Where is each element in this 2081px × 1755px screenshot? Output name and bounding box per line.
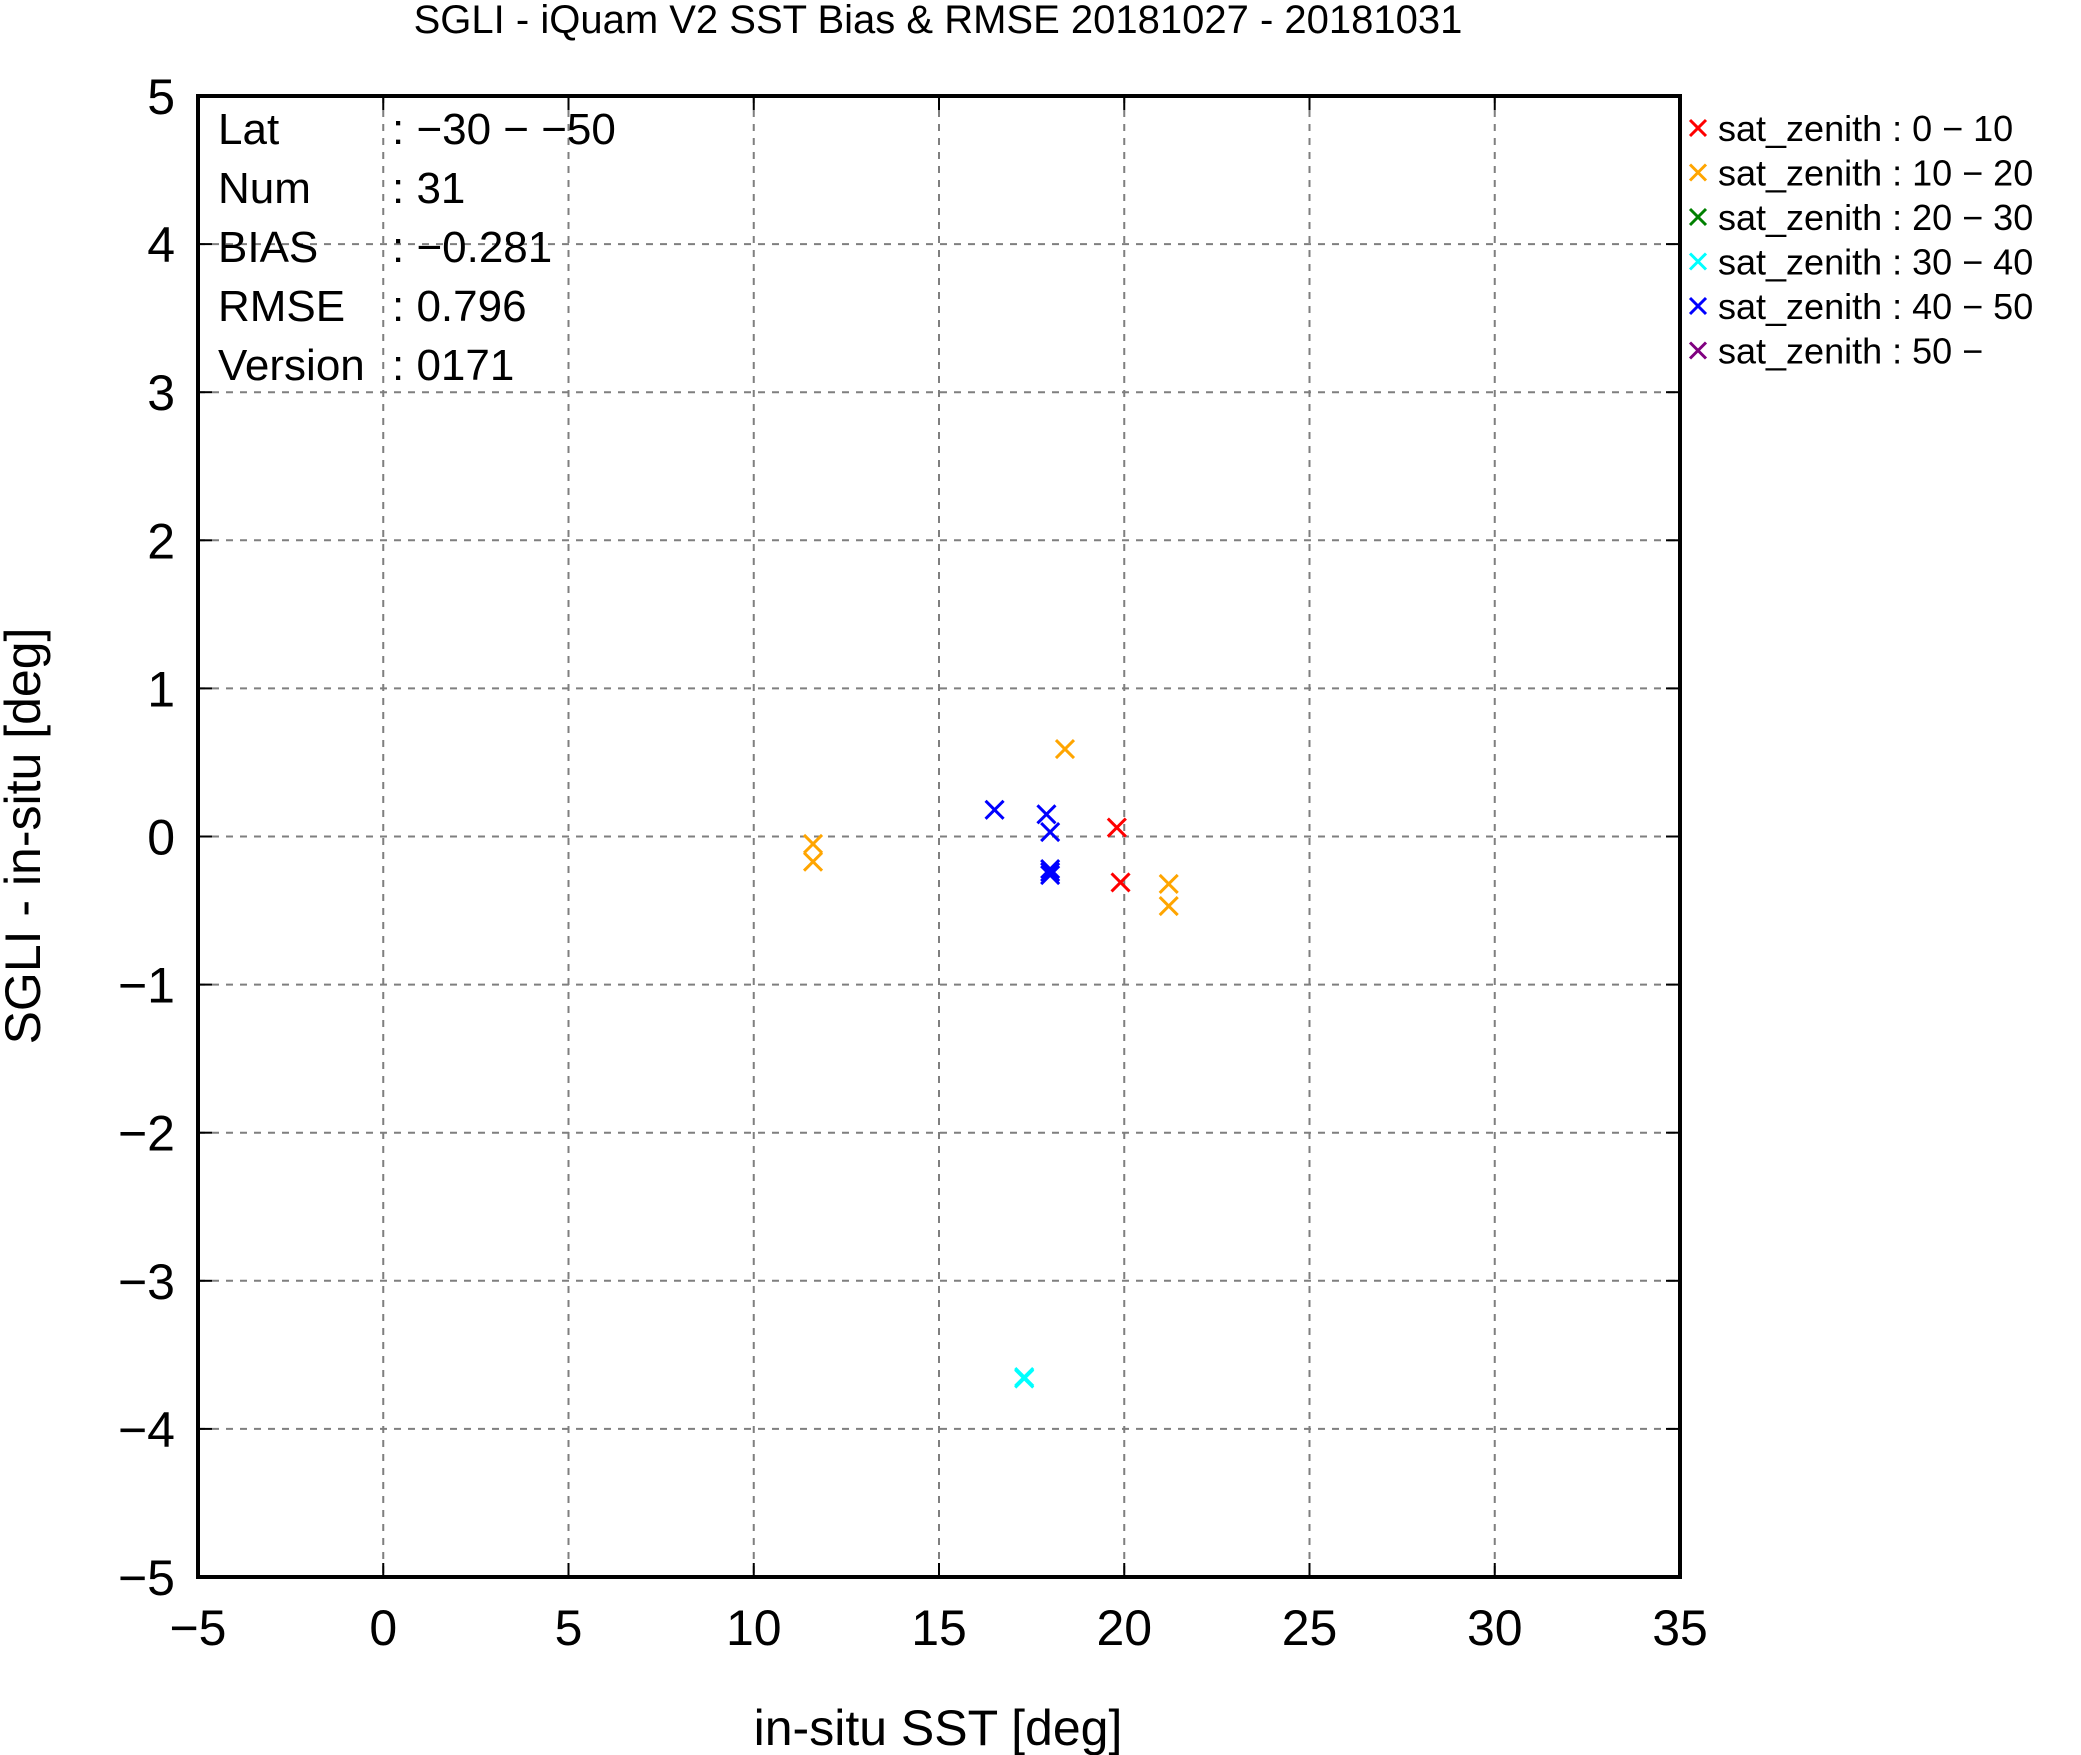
- y-tick-label: 1: [147, 661, 175, 717]
- marker-stroke: [1040, 859, 1061, 880]
- x-tick-label: 0: [369, 1600, 397, 1656]
- stats-label: Num: [218, 164, 311, 213]
- data-point: [1158, 873, 1179, 894]
- stats-label: BIAS: [218, 223, 318, 272]
- y-tick-label: 2: [147, 513, 175, 569]
- y-tick-label: −2: [118, 1106, 175, 1162]
- data-point: [1158, 896, 1179, 917]
- marker-stroke: [984, 799, 1005, 820]
- data-point: [802, 851, 824, 872]
- y-tick-label: 5: [147, 69, 175, 125]
- legend-label: sat_zenith : 20 − 30: [1718, 197, 2033, 238]
- chart-title: SGLI - iQuam V2 SST Bias & RMSE 20181027…: [414, 0, 1463, 42]
- legend-label: sat_zenith : 10 − 20: [1718, 153, 2033, 194]
- marker-stroke: [1040, 821, 1061, 843]
- data-point: [1040, 859, 1061, 880]
- data-point: [1106, 817, 1127, 838]
- data-point: [1014, 1368, 1035, 1389]
- stats-value: : −30 − −50: [392, 105, 616, 154]
- stats-value: : −0.281: [392, 223, 552, 272]
- data-point: [1110, 872, 1131, 893]
- y-tick-label: −5: [118, 1550, 175, 1606]
- y-tick-label: −1: [118, 958, 175, 1014]
- marker-stroke: [1014, 1368, 1035, 1389]
- marker-stroke: [1158, 873, 1179, 894]
- x-tick-label: 15: [911, 1600, 967, 1656]
- data-point: [802, 833, 824, 854]
- stats-label: Lat: [218, 105, 279, 154]
- marker-stroke: [1054, 739, 1076, 760]
- marker-stroke: [1040, 861, 1061, 883]
- marker-stroke: [1106, 817, 1127, 838]
- marker-stroke: [1158, 896, 1179, 917]
- x-tick-label: 10: [726, 1600, 782, 1656]
- legend-marker: [1688, 163, 1708, 182]
- stats-value: : 31: [392, 164, 465, 213]
- x-tick-label: 5: [555, 1600, 583, 1656]
- marker-stroke: [1040, 864, 1061, 886]
- data-point: [1040, 821, 1061, 843]
- legend-marker: [1688, 252, 1708, 271]
- data-point: [1054, 739, 1076, 760]
- legend-marker: [1688, 341, 1708, 360]
- marker-stroke: [1688, 296, 1708, 316]
- stats-value: : 0.796: [392, 282, 527, 331]
- marker-stroke: [802, 851, 824, 872]
- marker-stroke: [1110, 872, 1131, 893]
- x-tick-label: 30: [1467, 1600, 1523, 1656]
- legend-label: sat_zenith : 30 − 40: [1718, 242, 2033, 283]
- data-point: [984, 799, 1005, 820]
- stats-label: Version: [218, 341, 365, 390]
- data-points: [802, 739, 1179, 1389]
- y-tick-label: 4: [147, 217, 175, 273]
- x-tick-label: 20: [1096, 1600, 1152, 1656]
- legend-label: sat_zenith : 40 − 50: [1718, 286, 2033, 327]
- marker-stroke: [1036, 804, 1057, 825]
- y-tick-label: −3: [118, 1254, 175, 1310]
- legend-marker: [1688, 207, 1708, 227]
- legend-label: sat_zenith : 50 −: [1718, 331, 1983, 372]
- stats-value: : 0171: [392, 341, 514, 390]
- x-tick-label: 25: [1282, 1600, 1338, 1656]
- x-tick-label: −5: [169, 1600, 226, 1656]
- axis-ticks: −5 0 5 10 15 20 25 30 35 −5 −4 −3 −2 −1 0 1 2 3 4 5: [118, 69, 1708, 1656]
- marker-stroke: [1688, 341, 1708, 360]
- marker-stroke: [1688, 252, 1708, 271]
- data-point: [1036, 804, 1057, 825]
- legend-marker: [1688, 296, 1708, 316]
- marker-stroke: [802, 833, 824, 854]
- marker-stroke: [1688, 207, 1708, 227]
- y-axis-label: SGLI - in-situ [deg]: [0, 628, 51, 1045]
- y-tick-label: 3: [147, 365, 175, 421]
- y-tick-label: 0: [147, 810, 175, 866]
- data-point: [1040, 861, 1061, 883]
- stats-label: RMSE: [218, 282, 345, 331]
- marker-stroke: [1688, 118, 1708, 138]
- marker-stroke: [1688, 163, 1708, 182]
- data-point: [1040, 864, 1061, 886]
- legend-label: sat_zenith : 0 − 10: [1718, 108, 2013, 149]
- x-axis-label: in-situ SST [deg]: [754, 1700, 1123, 1755]
- stats-box: Lat : −30 − −50 Num : 31 BIAS : −0.281 RMSE : 0…: [218, 105, 616, 390]
- y-tick-label: −4: [118, 1402, 175, 1458]
- grid: [198, 96, 1680, 1577]
- x-tick-label: 35: [1652, 1600, 1708, 1656]
- legend-marker: [1688, 118, 1708, 138]
